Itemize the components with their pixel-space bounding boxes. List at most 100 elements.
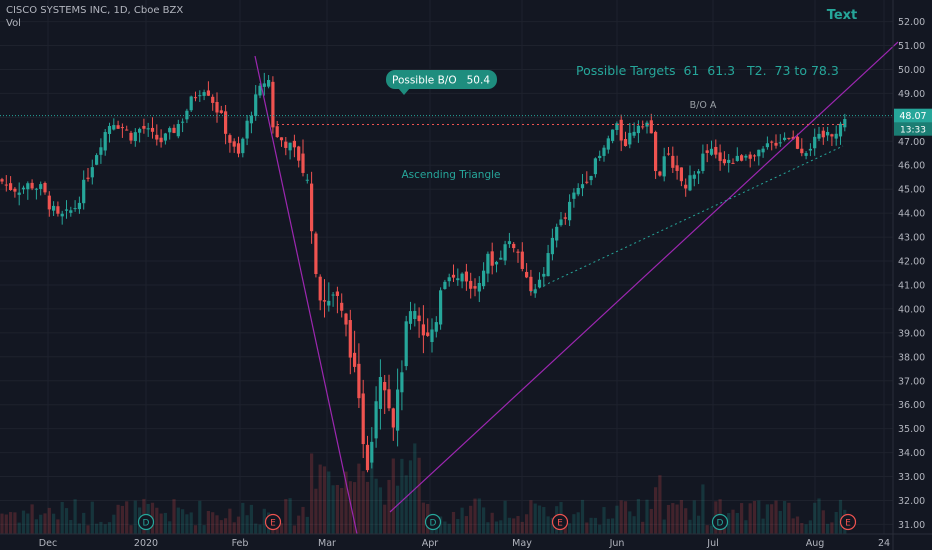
volume-bar [576,512,580,534]
volume-bar [456,519,460,534]
volume-bar [357,463,361,534]
candle-body [662,156,666,177]
candle-body [658,171,662,176]
volume-bar [43,513,47,534]
candle-body [714,146,718,155]
y-tick-label: 51.00 [898,41,925,52]
volume-bar [56,519,60,534]
x-tick-label: Jul [706,538,718,549]
candle-body [826,131,830,136]
volume-bar [525,514,529,534]
volume-bar [206,510,210,534]
y-tick-label: 35.00 [898,424,925,435]
candle-body [116,125,120,129]
volume-bar [516,516,520,534]
candle-body [219,110,223,113]
volume-bar [310,453,314,534]
volume-bar [615,505,619,534]
candle-body [804,153,808,156]
y-tick-label: 47.00 [898,137,925,148]
y-tick-label: 42.00 [898,257,925,268]
candle-body [813,136,817,149]
candle-body [770,141,774,143]
volume-bar [654,487,658,534]
candle-body [443,281,447,289]
candle-body [451,274,456,278]
y-tick-label: 31.00 [898,520,925,531]
candle-body [211,96,215,103]
event-marker-label: E [557,519,563,529]
volume-bar [391,458,395,534]
volume-bar [486,522,490,534]
event-marker-label: D [143,519,150,529]
callout-text: Possible B/O 50.4 [392,75,490,87]
candle-body [34,188,38,190]
candle-body [408,311,413,324]
volume-bar [327,471,331,534]
candle-body [563,217,567,219]
volume-bar [279,523,284,534]
candle-body [740,155,744,161]
volume-bar [0,513,4,534]
candle-body [275,126,279,138]
candle-body [9,183,13,191]
candle-body [697,171,701,174]
volume-bar [198,500,202,534]
candle-body [765,143,769,148]
candle-body [163,133,167,141]
volume-bar [740,503,744,534]
candle-body [477,282,481,292]
volume-bar [155,507,159,534]
volume-bar [589,517,593,534]
x-tick-label: Feb [232,538,249,549]
volume-bar [778,510,782,534]
volume-bar [611,518,615,534]
volume-bar [688,519,692,534]
candle-body [43,182,47,193]
dividend-marker [424,513,442,531]
candle-body [456,278,460,281]
time-axis[interactable]: Dec 2020 Feb Mar Apr May Jun Jul Aug 24 [0,533,932,549]
price-axis[interactable]: 31.00 32.00 33.00 34.00 35.00 36.00 37.00 38.00… [892,0,932,550]
candle-body [499,257,503,260]
volume-bar [709,525,714,534]
candle-body [718,152,722,161]
candle-body [353,352,357,367]
volume-bar [103,524,107,534]
candle-body [838,123,843,137]
volume-bar [348,481,352,534]
candle-body [598,155,602,159]
volume-bar [783,500,787,534]
candle-body [413,310,417,319]
candle-body [340,302,344,311]
candle-body [284,141,288,148]
candle-body [516,251,520,253]
volume-bar [396,485,400,534]
y-tick-label: 37.00 [898,376,925,387]
candle-body [400,372,404,393]
candle-body [181,121,185,123]
candle-body [731,162,735,164]
volume-bar [752,500,757,534]
volume-bar [215,515,219,534]
candle-body [344,313,348,325]
volume-bar [241,502,245,534]
volume-bar [645,499,649,534]
volume-bar [606,518,610,534]
volume-bar [546,516,550,534]
volume-bar [830,522,834,534]
volume-bar [821,510,825,534]
candle-body [843,119,847,128]
volume-bar [95,523,99,534]
candle-body [215,101,219,113]
y-tick-label: 33.00 [898,472,925,483]
candle-body [417,315,421,322]
candle-body [537,279,542,288]
candle-body [155,134,159,140]
volume-bar [69,519,73,534]
volume-bar [159,513,163,534]
candle-body [331,294,335,296]
volume-bar [378,487,382,534]
volume-bar [112,514,116,534]
